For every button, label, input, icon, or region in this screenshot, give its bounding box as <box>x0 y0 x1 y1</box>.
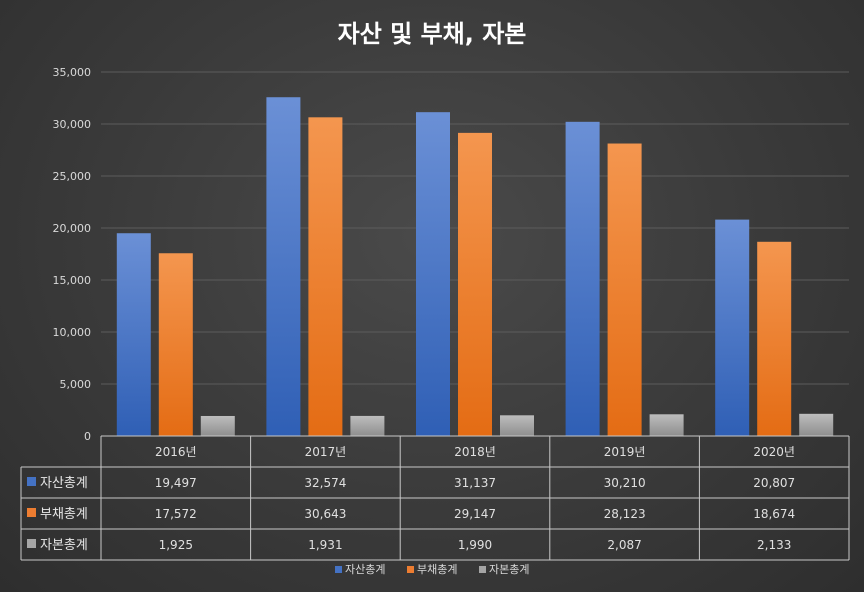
legend: 자산총계 부채총계 자본총계 <box>335 563 529 576</box>
x-category-label: 2017년 <box>305 445 347 459</box>
y-axis-tick-labels: 0 5,000 10,000 15,000 20,000 25,000 30,000 35,0… <box>53 66 92 443</box>
y-tick-label: 10,000 <box>53 326 92 339</box>
table-cell: 20,807 <box>753 476 795 490</box>
legend-label: 자본총계 <box>489 563 529 576</box>
y-tick-label: 30,000 <box>53 118 92 131</box>
x-category-label: 2020년 <box>753 445 795 459</box>
bar <box>500 415 534 436</box>
table-cell: 18,674 <box>753 507 795 521</box>
table-cell: 1,925 <box>159 538 193 552</box>
table-legend-key <box>27 508 36 517</box>
table-cell: 32,574 <box>304 476 346 490</box>
y-tick-label: 5,000 <box>60 378 92 391</box>
table-row-label: 자산총계 <box>40 476 88 491</box>
bar <box>200 415 235 436</box>
legend-label: 자산총계 <box>345 563 385 576</box>
bar <box>649 414 684 436</box>
table-cell: 1,990 <box>458 538 492 552</box>
x-category-label: 2016년 <box>155 445 197 459</box>
bar <box>607 143 642 436</box>
legend-key <box>335 566 342 573</box>
legend-key <box>407 566 414 573</box>
table-cell: 30,210 <box>604 476 646 490</box>
bar <box>715 219 750 436</box>
y-tick-label: 35,000 <box>53 66 92 79</box>
bar <box>116 233 151 436</box>
y-tick-label: 25,000 <box>53 170 92 183</box>
bar <box>416 112 450 436</box>
bar <box>757 241 792 436</box>
bar <box>158 253 193 436</box>
y-tick-label: 0 <box>84 430 91 443</box>
bar <box>565 121 600 436</box>
bar <box>308 117 343 436</box>
table-cell: 31,137 <box>454 476 496 490</box>
bar <box>350 415 385 436</box>
x-category-label: 2019년 <box>604 445 646 459</box>
table-cell: 1,931 <box>308 538 342 552</box>
table-cell: 19,497 <box>155 476 197 490</box>
table-cell: 2,133 <box>757 538 791 552</box>
table-cell: 30,643 <box>304 507 346 521</box>
x-category-label: 2018년 <box>454 445 496 459</box>
bar <box>266 97 301 436</box>
y-tick-label: 20,000 <box>53 222 92 235</box>
table-cell: 17,572 <box>155 507 197 521</box>
bar <box>458 132 492 436</box>
table-row-label: 부채총계 <box>40 507 88 522</box>
legend-label: 부채총계 <box>417 563 457 576</box>
y-tick-label: 15,000 <box>53 274 92 287</box>
bars <box>116 97 834 436</box>
table-legend-key <box>27 477 36 486</box>
table-cell: 28,123 <box>604 507 646 521</box>
chart-title: 자산 및 부채, 자본 <box>338 20 527 48</box>
bar <box>799 413 834 436</box>
table-row-label: 자본총계 <box>40 538 88 553</box>
table-cell: 29,147 <box>454 507 496 521</box>
table-legend-key <box>27 539 36 548</box>
table-cell: 2,087 <box>607 538 641 552</box>
legend-key <box>479 566 486 573</box>
